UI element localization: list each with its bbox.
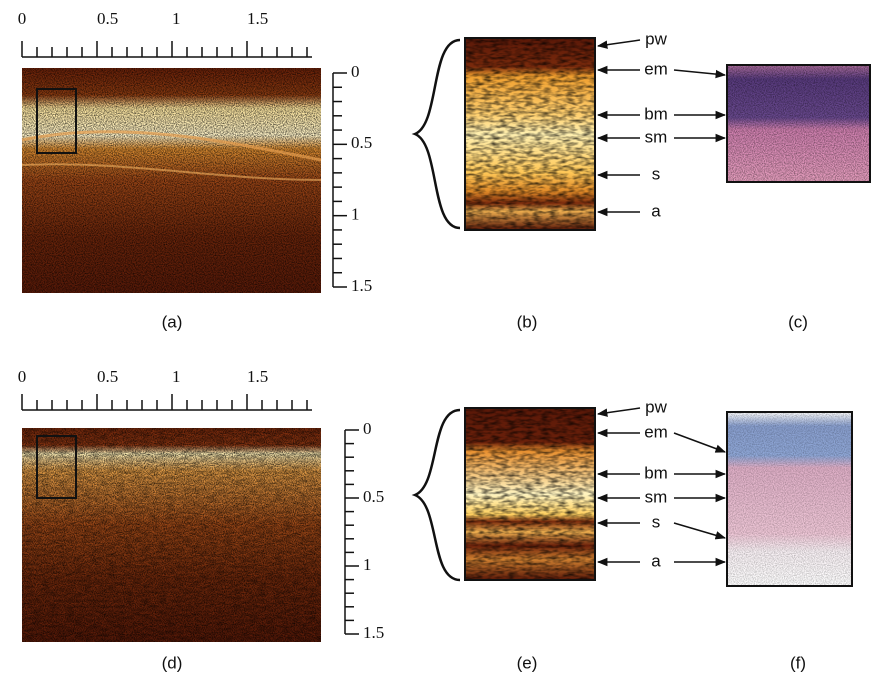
side-scale-label: 1 [363, 555, 372, 574]
side-scale-label: 1 [351, 205, 360, 224]
side-scale-label: 0 [351, 62, 360, 81]
top-scale-label: 0 [18, 9, 27, 28]
side-scale-label: 1.5 [363, 623, 384, 642]
panel-caption: (d) [162, 653, 183, 672]
panel-caption: (e) [517, 653, 538, 672]
layer-label: em [644, 422, 668, 441]
top-scale-label: 0.5 [97, 9, 118, 28]
layer-label: pw [645, 29, 667, 48]
top-scale-label: 0.5 [97, 367, 118, 386]
layer-label: bm [644, 463, 668, 482]
panel-caption: (f) [790, 653, 806, 672]
speckle [22, 68, 321, 293]
layer-label: a [651, 551, 661, 570]
panel-caption: (c) [788, 312, 808, 331]
top-scale-label: 1 [172, 9, 181, 28]
line [596, 39, 641, 49]
layer-label: bm [644, 104, 668, 123]
roi-box [36, 88, 77, 154]
side-scale-label: 0.5 [351, 133, 372, 152]
side-scale-label: 0.5 [363, 487, 384, 506]
roi-box [36, 435, 77, 499]
line [673, 522, 727, 540]
layer-label: s [652, 164, 661, 183]
panel-caption: (b) [517, 312, 538, 331]
side-scale-label: 0 [363, 419, 372, 438]
layer-label: pw [645, 397, 667, 416]
line [596, 407, 641, 417]
line [673, 69, 727, 79]
top-scale-label: 0 [18, 367, 27, 386]
top-scale-label: 1.5 [247, 9, 268, 28]
layer-label: s [652, 512, 661, 531]
layer-label: sm [645, 127, 668, 146]
brace [411, 38, 461, 230]
side-scale-label: 1.5 [351, 276, 372, 295]
brace [411, 408, 461, 582]
line [673, 432, 726, 453]
layer-label: a [651, 201, 661, 220]
top-scale-label: 1 [172, 367, 181, 386]
layer-label: em [644, 59, 668, 78]
panel-caption: (a) [162, 312, 183, 331]
top-scale-label: 1.5 [247, 367, 268, 386]
layer-label: sm [645, 487, 668, 506]
